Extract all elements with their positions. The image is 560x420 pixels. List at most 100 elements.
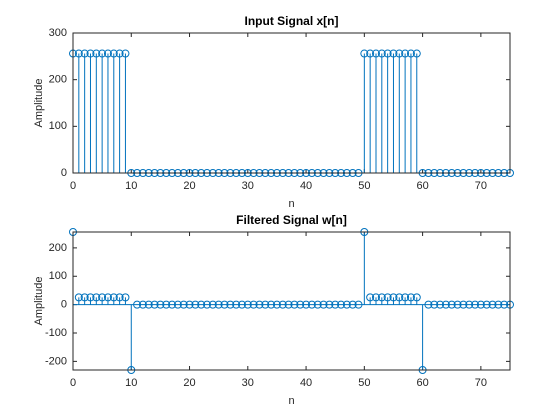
stem-marker	[109, 293, 118, 302]
stem-marker	[243, 300, 252, 309]
x-tick-label: 70	[475, 377, 487, 389]
stem-marker	[371, 293, 380, 302]
stem-marker	[74, 49, 83, 58]
stem-marker	[406, 293, 415, 302]
stem-marker	[331, 300, 340, 309]
stem-marker	[115, 293, 124, 302]
stem-marker	[465, 300, 474, 309]
x-tick-label: 60	[416, 180, 428, 192]
x-tick-label: 10	[125, 377, 137, 389]
x-tick-label: 60	[416, 377, 428, 389]
stem-marker	[237, 300, 246, 309]
stem-marker	[98, 293, 107, 302]
stem-marker	[401, 49, 410, 58]
x-tick-label: 50	[358, 377, 370, 389]
stem-marker	[278, 300, 287, 309]
stem-marker	[471, 300, 480, 309]
stem-marker	[401, 293, 410, 302]
stem-marker	[272, 300, 281, 309]
x-tick-label: 40	[300, 377, 312, 389]
stem-marker	[168, 300, 177, 309]
stem-marker	[203, 300, 212, 309]
y-tick-label: -100	[45, 327, 67, 339]
stem-marker	[453, 300, 462, 309]
stem-marker	[441, 300, 450, 309]
stem-marker	[185, 300, 194, 309]
stem-marker	[80, 293, 89, 302]
x-axis-label: n	[288, 198, 294, 210]
stem-marker	[488, 300, 497, 309]
x-tick-label: 30	[242, 377, 254, 389]
axes-box	[72, 231, 511, 371]
stem-marker	[162, 300, 171, 309]
stem-marker	[500, 300, 509, 309]
plot-area	[73, 33, 510, 173]
y-tick-label: 0	[61, 299, 67, 311]
y-axis-label: Amplitude	[33, 277, 45, 326]
stem-marker	[220, 300, 229, 309]
stem-marker	[255, 300, 264, 309]
stem-marker	[377, 49, 386, 58]
stem-marker	[249, 300, 258, 309]
stem-marker	[296, 300, 305, 309]
stem-marker	[302, 300, 311, 309]
x-tick-label: 0	[70, 180, 76, 192]
x-tick-label: 70	[475, 180, 487, 192]
stem-marker	[173, 300, 182, 309]
stem-marker	[92, 293, 101, 302]
stem-marker	[319, 300, 328, 309]
x-tick-label: 20	[183, 377, 195, 389]
stem-marker	[395, 49, 404, 58]
stem-marker	[337, 300, 346, 309]
stem-marker	[115, 49, 124, 58]
y-tick-label: -200	[45, 355, 67, 367]
stem-marker	[354, 300, 363, 309]
stem-marker	[389, 293, 398, 302]
stem-marker	[494, 300, 503, 309]
stem-marker	[150, 300, 159, 309]
stem-marker	[191, 300, 200, 309]
stem-marker	[156, 300, 165, 309]
stem-marker	[103, 49, 112, 58]
axes-box	[72, 32, 511, 174]
stem-marker	[424, 300, 433, 309]
x-tick-label: 10	[125, 180, 137, 192]
stem-marker	[103, 293, 112, 302]
stem-marker	[412, 49, 421, 58]
stem-marker	[395, 293, 404, 302]
x-tick-label: 20	[183, 180, 195, 192]
stem-marker	[307, 300, 316, 309]
y-tick-label: 100	[49, 270, 67, 282]
stem-marker	[447, 300, 456, 309]
stem-marker	[430, 300, 439, 309]
stem-marker	[92, 49, 101, 58]
stem-marker	[436, 300, 445, 309]
stem-marker	[383, 293, 392, 302]
x-tick-label: 50	[358, 180, 370, 192]
chart-title: Filtered Signal w[n]	[236, 213, 347, 227]
stem-marker	[261, 300, 270, 309]
stem-marker	[377, 293, 386, 302]
stem-marker	[383, 49, 392, 58]
stem-marker	[360, 49, 369, 58]
stem-marker	[179, 300, 188, 309]
stem-marker	[348, 300, 357, 309]
stem-marker	[371, 49, 380, 58]
stem-marker	[86, 49, 95, 58]
stem-marker	[74, 293, 83, 302]
y-axis-label: Amplitude	[33, 79, 45, 128]
chart-title: Input Signal x[n]	[245, 14, 339, 28]
x-tick-label: 30	[242, 180, 254, 192]
stem-marker	[482, 300, 491, 309]
y-tick-label: 200	[49, 242, 67, 254]
x-axis-label: n	[288, 395, 294, 407]
stem-marker	[214, 300, 223, 309]
stem-marker	[226, 300, 235, 309]
stem-marker	[342, 300, 351, 309]
x-tick-label: 0	[70, 377, 76, 389]
stem-marker	[290, 300, 299, 309]
stem-marker	[121, 293, 130, 302]
stem-marker	[366, 49, 375, 58]
